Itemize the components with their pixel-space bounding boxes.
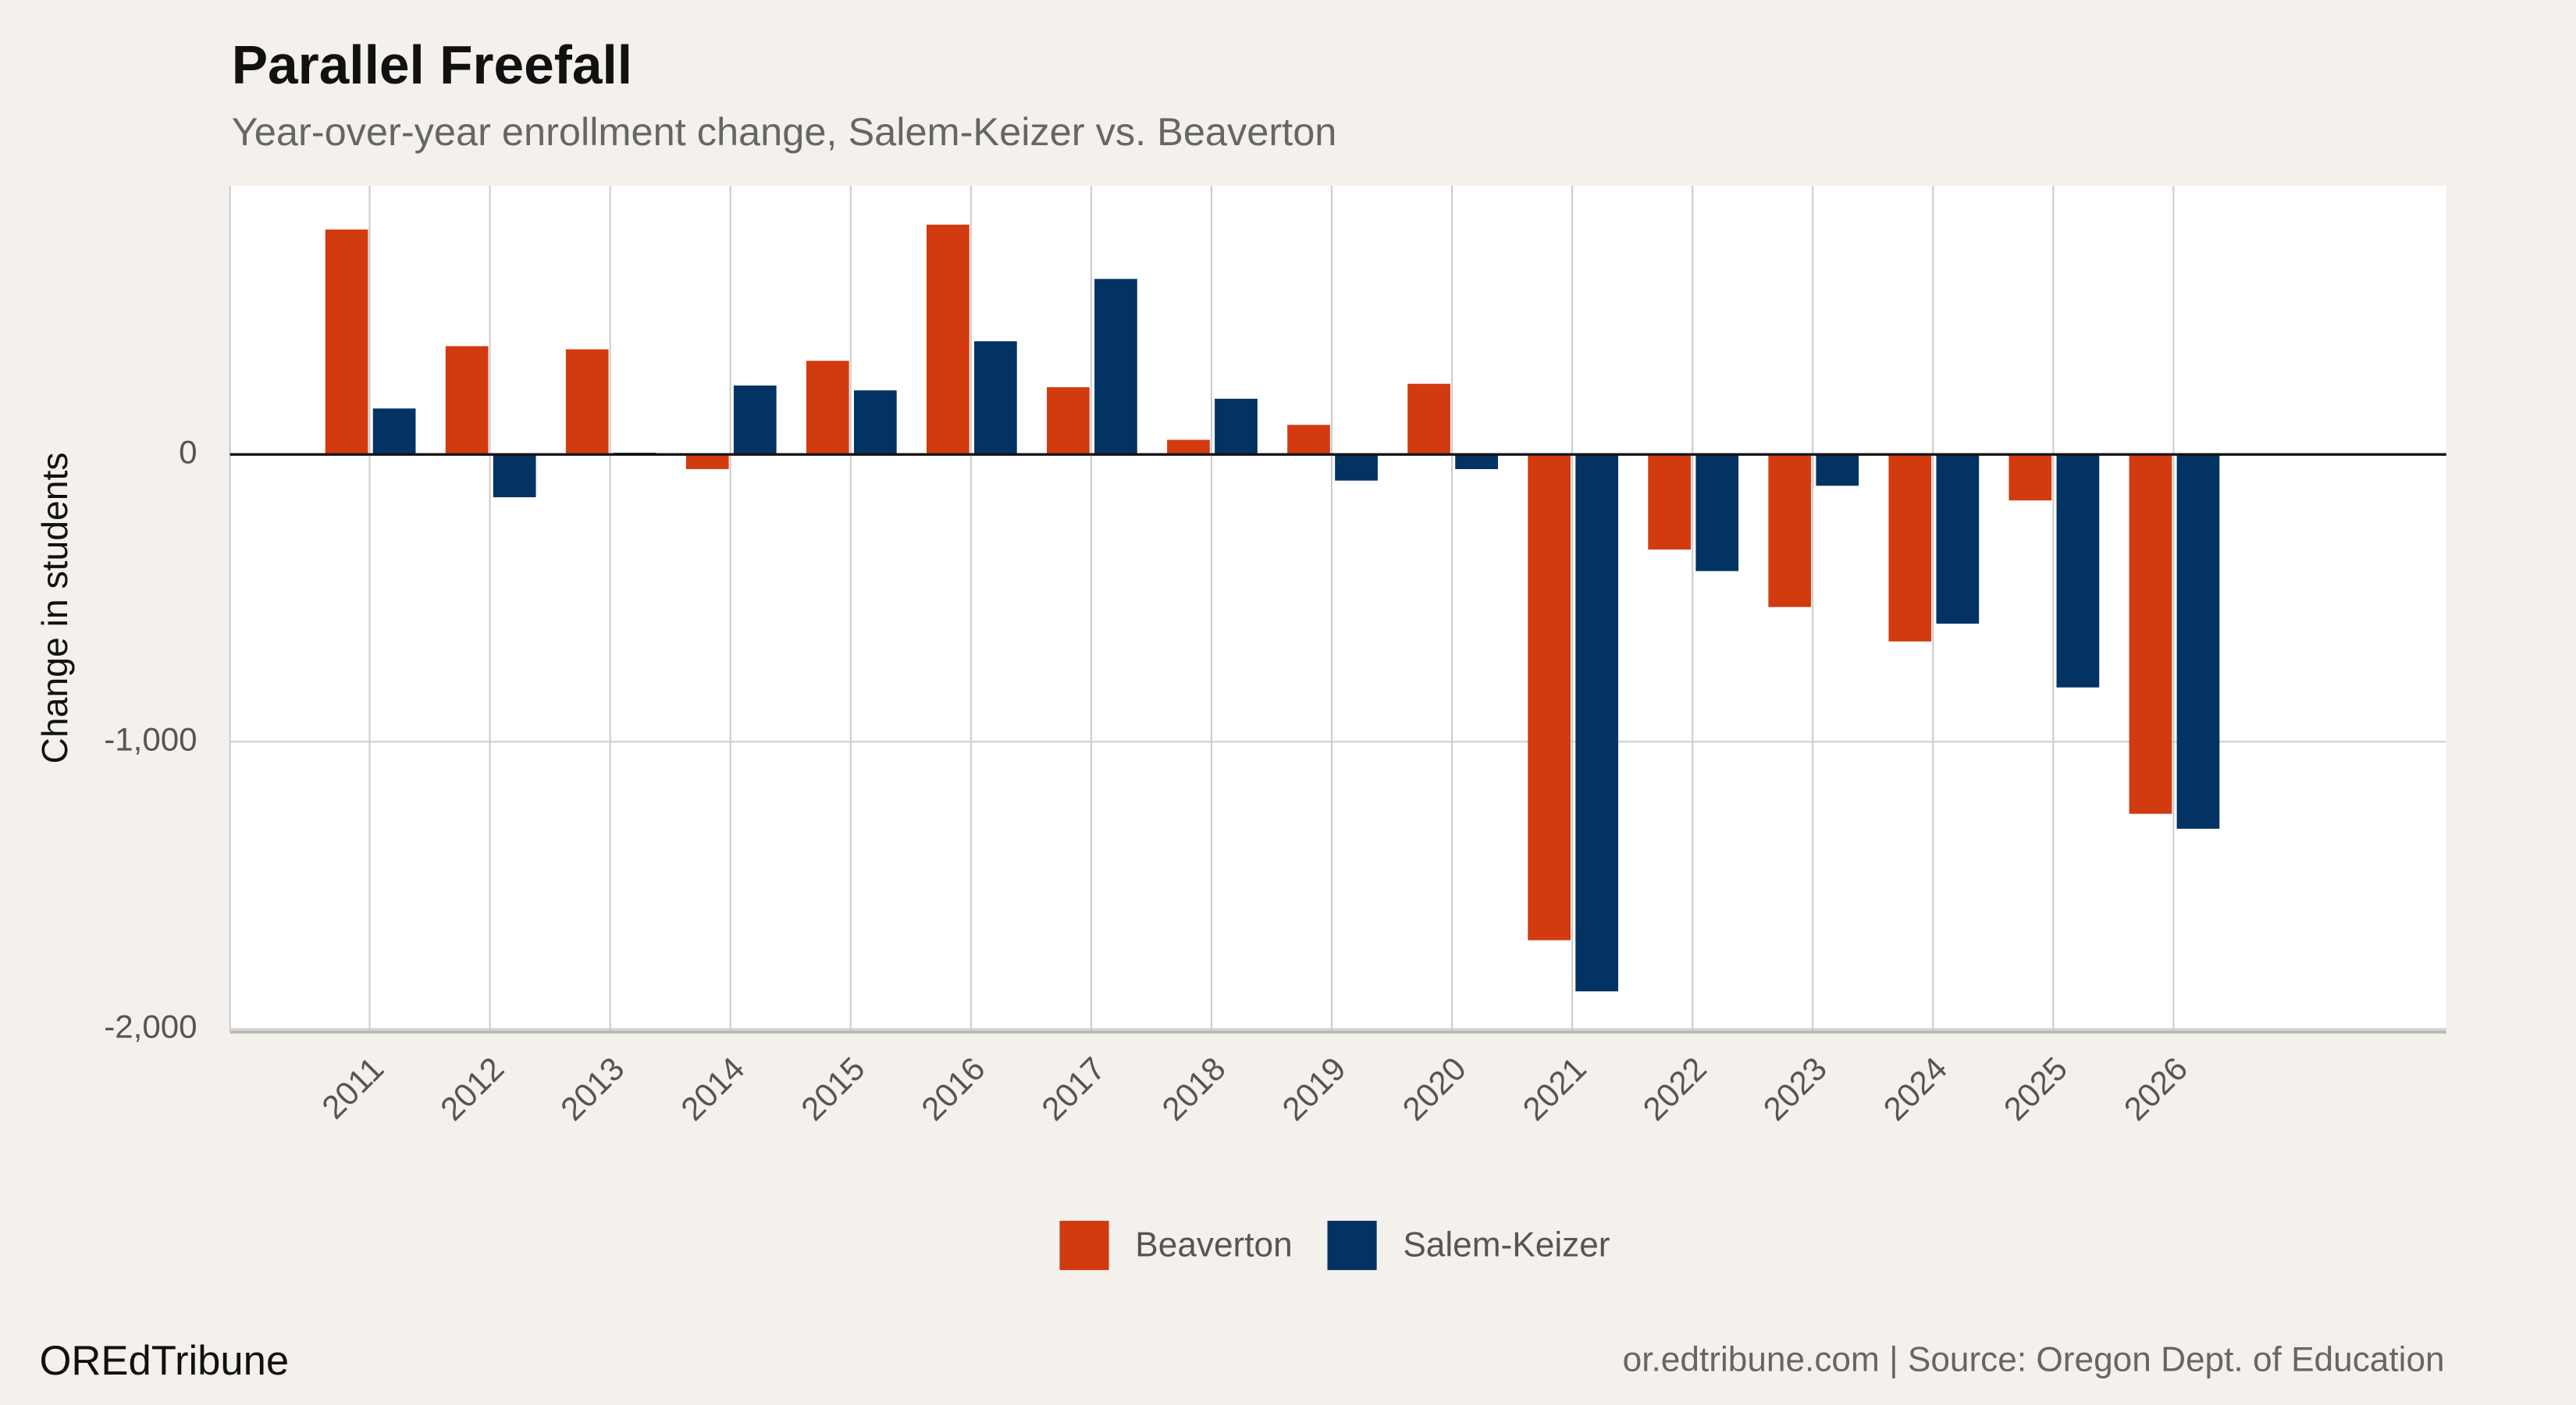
- bar: [2129, 454, 2172, 814]
- bar: [445, 346, 489, 455]
- bar: [733, 385, 777, 455]
- bar: [853, 390, 897, 455]
- bar: [974, 341, 1017, 455]
- legend-label: Salem-Keizer: [1403, 1225, 1610, 1264]
- bars: [325, 224, 2220, 992]
- bar: [1167, 439, 1210, 455]
- chart-subtitle: Year-over-year enrollment change, Salem-…: [232, 109, 1337, 154]
- legend-label: Beaverton: [1135, 1225, 1292, 1264]
- bar: [1575, 454, 1619, 992]
- bar: [2056, 454, 2100, 688]
- bar: [2176, 454, 2220, 829]
- bar: [565, 349, 609, 455]
- plot-area: [229, 186, 2446, 1032]
- bar: [926, 224, 970, 455]
- bar: [1768, 454, 1812, 607]
- bar: [806, 361, 849, 455]
- y-tick-label: -1,000: [104, 720, 197, 757]
- legend-swatch: [1327, 1220, 1377, 1271]
- bar: [1287, 425, 1330, 455]
- bar: [1094, 279, 1137, 455]
- bar: [1888, 454, 1932, 642]
- bar: [1936, 454, 1980, 624]
- chart-title: Parallel Freefall: [232, 34, 632, 95]
- bar: [493, 454, 536, 498]
- bar: [1816, 454, 1859, 486]
- bar: [1047, 387, 1090, 455]
- bar: [372, 408, 416, 455]
- bar: [325, 229, 368, 455]
- footer-brand: OREdTribune: [40, 1338, 290, 1384]
- y-tick-label: 0: [179, 433, 197, 470]
- y-tick-label: -2,000: [104, 1008, 197, 1044]
- bar: [1695, 454, 1739, 571]
- bar: [1215, 398, 1258, 455]
- bar: [1528, 454, 1571, 941]
- y-axis-label: Change in students: [34, 453, 75, 764]
- bar: [1648, 454, 1692, 550]
- bar: [685, 454, 729, 469]
- legend-swatch: [1059, 1220, 1109, 1271]
- bar: [2008, 454, 2052, 501]
- bar: [1335, 454, 1378, 481]
- bar: [1455, 454, 1498, 469]
- footer-source: or.edtribune.com | Source: Oregon Dept. …: [1623, 1341, 2445, 1379]
- bar: [1407, 383, 1450, 455]
